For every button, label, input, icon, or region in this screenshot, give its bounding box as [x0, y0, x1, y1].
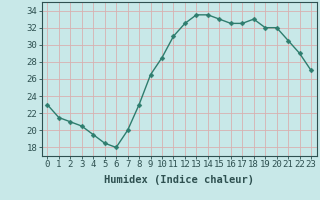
X-axis label: Humidex (Indice chaleur): Humidex (Indice chaleur) — [104, 175, 254, 185]
